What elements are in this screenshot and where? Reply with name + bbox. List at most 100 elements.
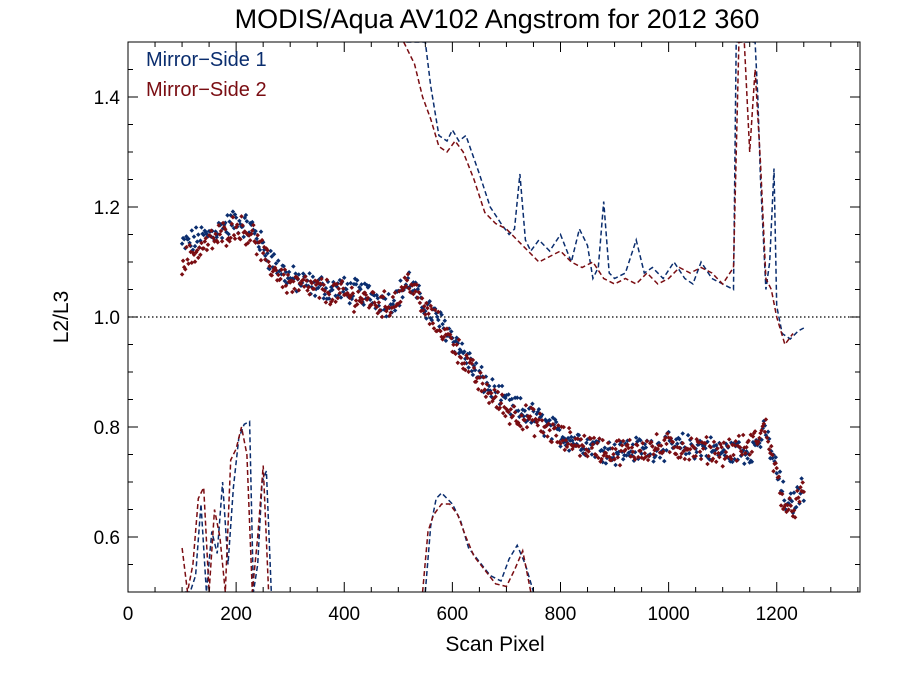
mirror-side-2-point <box>363 292 369 298</box>
mirror-side-2-point <box>511 404 517 409</box>
plot-frame <box>127 41 861 593</box>
mirror-side-2-point <box>550 422 556 427</box>
mirror-side-2-point <box>321 282 326 288</box>
mirror-side-2-point <box>663 435 668 441</box>
mirror-side-2-point <box>374 304 379 310</box>
mirror-side-2-point <box>724 454 730 460</box>
mirror-side-1-point <box>296 272 302 277</box>
mirror-side-2-point <box>258 257 264 263</box>
mirror-side-2-point <box>580 444 586 449</box>
x-tick-label: 800 <box>545 604 577 625</box>
mirror-side-1-point <box>436 317 441 323</box>
mirror-side-2-point <box>254 252 259 257</box>
mirror-side-2-point <box>704 434 709 440</box>
mirror-side-1-point <box>196 232 201 237</box>
mirror-side-1-point <box>514 395 520 400</box>
mirror-side-2-point <box>371 290 376 295</box>
mirror-side-2-point <box>253 240 258 245</box>
mirror-side-2-point <box>645 457 651 463</box>
mirror-side-1-point <box>780 479 786 484</box>
mirror-side-2-point <box>259 237 265 243</box>
mirror-side-2-point <box>523 403 529 408</box>
mirror-side-1-point <box>643 445 649 450</box>
mirror-side-2-point <box>595 440 600 446</box>
mirror-side-2-point <box>747 452 752 457</box>
mirror-side-2-point <box>577 453 583 459</box>
mirror-side-2-point <box>643 454 649 460</box>
mirror-side-1-point <box>322 292 328 297</box>
mirror-side-1-point <box>736 439 742 445</box>
mirror-side-2-point <box>473 379 479 384</box>
mirror-side-2-point <box>276 272 281 278</box>
mirror-side-1-point <box>558 444 563 449</box>
mirror-side-1-point <box>276 258 281 263</box>
mirror-side-2-point <box>786 507 791 512</box>
mirror-side-2-point <box>506 409 511 415</box>
mirror-side-2-point <box>296 287 302 293</box>
mirror-side-2-point <box>416 290 422 295</box>
mirror-side-2-point <box>658 443 664 448</box>
mirror-side-2-point <box>632 457 638 462</box>
mirror-side-1-point <box>310 274 316 279</box>
mirror-side-1-point <box>263 253 268 259</box>
mirror-side-2-point <box>763 417 769 422</box>
mirror-side-2-point <box>285 272 291 278</box>
mirror-side-2-point <box>566 425 572 431</box>
mirror-side-2-point <box>679 451 684 456</box>
mirror-side-1-point <box>657 455 663 460</box>
mirror-side-2-point <box>377 308 383 313</box>
x-tick-label: 0 <box>123 604 134 625</box>
mirror-side-2-point <box>415 295 421 301</box>
mirror-side-2-point <box>527 414 533 419</box>
mirror-side-2-point <box>436 309 441 315</box>
mirror-side-2-point <box>267 263 272 269</box>
mirror-side-1-point <box>271 251 277 257</box>
mirror-side-2-point <box>719 444 724 450</box>
mirror-side-1-point <box>492 384 497 389</box>
mirror-side-2-point <box>715 446 720 451</box>
mirror-side-2-point <box>336 286 342 291</box>
mirror-side-2-point <box>716 450 721 456</box>
mirror-side-2-point <box>618 448 624 454</box>
mirror-side-2-point <box>282 267 288 272</box>
mirror-side-2-point <box>713 459 719 465</box>
mirror-side-1-point <box>338 295 344 300</box>
mirror-side-2-point <box>583 451 588 456</box>
mirror-side-2-point <box>469 361 475 366</box>
mirror-side-2-point <box>665 431 670 436</box>
mirror-side-1-point <box>293 271 298 276</box>
mirror-side-1-point <box>547 417 552 423</box>
mirror-side-2-point <box>483 394 489 400</box>
mirror-side-1-point <box>467 350 472 356</box>
mirror-side-1-point <box>758 444 763 450</box>
mirror-side-2-point <box>642 451 648 456</box>
mirror-side-2-point <box>575 436 581 442</box>
mirror-side-1-point <box>443 338 449 343</box>
mirror-side-2-point <box>431 326 437 331</box>
mirror-side-2-point <box>281 272 286 277</box>
mirror-side-2-point <box>795 488 800 494</box>
mirror-side-2-point <box>750 434 756 439</box>
mirror-side-1-point <box>686 450 692 456</box>
mirror-side-2-point <box>756 439 761 445</box>
mirror-side-2-point <box>317 295 322 301</box>
mirror-side-2-point <box>520 427 525 432</box>
mirror-side-1-point <box>683 451 689 457</box>
mirror-side-2-point <box>304 278 309 283</box>
mirror-side-2-point <box>454 342 459 347</box>
mirror-side-2-point <box>470 357 476 363</box>
mirror-side-1-point <box>398 278 403 283</box>
mirror-side-1-point <box>799 476 804 481</box>
mirror-side-2-point <box>280 284 285 290</box>
x-tick-label: 1000 <box>647 604 689 625</box>
mirror-side-2-point <box>348 293 353 299</box>
mirror-side-2-point <box>725 444 731 449</box>
mirror-side-1-point <box>366 283 372 289</box>
mirror-side-1-point <box>479 364 484 370</box>
mirror-side-1-point <box>442 318 448 323</box>
mirror-side-2-point <box>478 370 483 376</box>
mirror-side-2-point <box>708 444 714 450</box>
mirror-side-1-point <box>307 271 312 276</box>
mirror-side-2-point <box>291 279 296 284</box>
